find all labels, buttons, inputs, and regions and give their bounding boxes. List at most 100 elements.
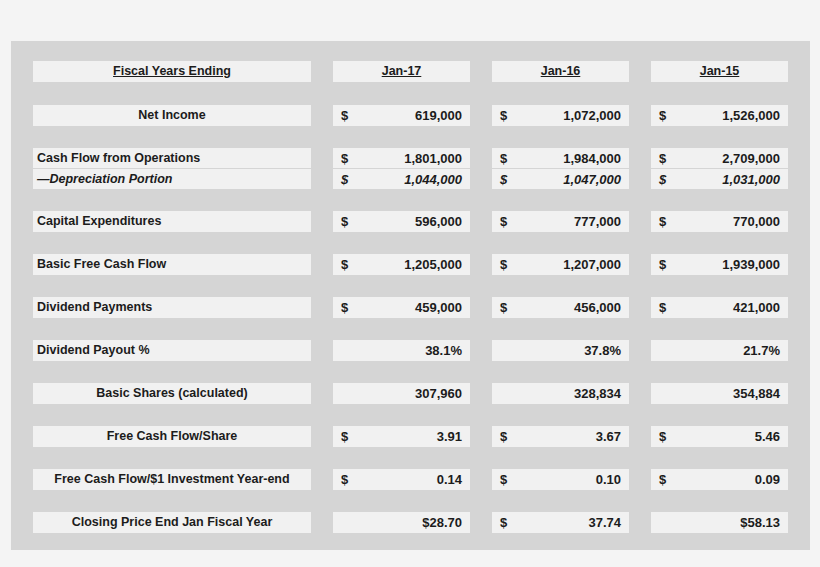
value-cell: $ 3.67 [492,426,629,447]
currency-symbol: $ [341,215,348,228]
value-cell: 38.1% [333,340,470,361]
header-label-cell: Fiscal Years Ending [33,61,311,82]
cell-value: 1,044,000 [404,173,462,186]
row-label: —Depreciation Portion [33,169,311,189]
value-cell: 21.7% [651,340,788,361]
cell-value: 1,984,000 [563,152,621,165]
cell-value: 307,960 [415,387,462,400]
value-cell: $ 5.46 [651,426,788,447]
column-header-text: Jan-15 [700,65,740,78]
row-label: Dividend Payout % [33,340,311,361]
table-row-dividend-payout-pct: Dividend Payout % 38.1% 37.8% 21.7% [33,340,788,361]
cell-value: 456,000 [574,301,621,314]
cell-value: 1,047,000 [563,173,621,186]
currency-symbol: $ [500,109,507,122]
value-cell: $ 596,000 [333,211,470,232]
currency-symbol: $ [659,258,666,271]
cell-value: 1,207,000 [563,258,621,271]
table-header-row: Fiscal Years Ending Jan-17 Jan-16 Jan-15 [33,61,788,82]
currency-symbol: $ [500,173,507,186]
currency-symbol: $ [659,473,666,486]
currency-symbol: $ [500,301,507,314]
value-cell: 37.8% [492,340,629,361]
row-label: Capital Expenditures [33,211,311,232]
column-header-jan-16: Jan-16 [492,61,629,82]
row-label: Cash Flow from Operations [33,148,311,168]
table-row-dividend-payments: Dividend Payments $ 459,000 $ 456,000 $ … [33,297,788,318]
value-cell: $ 1,072,000 [492,105,629,126]
currency-symbol: $ [659,109,666,122]
value-cell: $ 1,984,000 [492,148,629,168]
table-row-basic-free-cash-flow: Basic Free Cash Flow $ 1,205,000 $ 1,207… [33,254,788,275]
value-cell: $ 770,000 [651,211,788,232]
currency-symbol: $ [500,430,507,443]
table-row-net-income: Net Income $ 619,000 $ 1,072,000 $ 1,526… [33,105,788,126]
cell-value: 0.14 [437,473,462,486]
value-cell: $ 0.14 [333,469,470,490]
value-cell: $ 3.91 [333,426,470,447]
cell-value: 0.10 [596,473,621,486]
cell-value: 1,939,000 [722,258,780,271]
currency-symbol: $ [341,301,348,314]
value-cell: $ 1,801,000 [333,148,470,168]
table-row-capital-expenditures: Capital Expenditures $ 596,000 $ 777,000… [33,211,788,232]
value-cell: $ 2,709,000 [651,148,788,168]
value-cell: $ 1,047,000 [492,169,629,189]
currency-symbol: $ [500,152,507,165]
row-label: Free Cash Flow/Share [33,426,311,447]
cell-value: 354,884 [733,387,780,400]
cell-value: 1,072,000 [563,109,621,122]
cell-value: 38.1% [425,344,462,357]
value-cell: $ 0.10 [492,469,629,490]
currency-symbol: $ [659,215,666,228]
cell-value: 37.8% [584,344,621,357]
row-label: Basic Free Cash Flow [33,254,311,275]
row-label: Closing Price End Jan Fiscal Year [33,512,311,533]
cell-value: $58.13 [740,516,780,529]
cell-value: 2,709,000 [722,152,780,165]
column-header-jan-17: Jan-17 [333,61,470,82]
cell-value: 459,000 [415,301,462,314]
row-label: Net Income [33,105,311,126]
cell-value: 619,000 [415,109,462,122]
value-cell: $ 37.74 [492,512,629,533]
table-row-cash-flow-operations: Cash Flow from Operations $ 1,801,000 $ … [33,148,788,168]
currency-symbol: $ [341,173,348,186]
cell-value: 1,801,000 [404,152,462,165]
cell-value: $28.70 [422,516,462,529]
currency-symbol: $ [341,109,348,122]
currency-symbol: $ [500,258,507,271]
row-label: Free Cash Flow/$1 Investment Year-end [33,469,311,490]
cell-value: 3.67 [596,430,621,443]
currency-symbol: $ [341,258,348,271]
row-label: Dividend Payments [33,297,311,318]
column-header-jan-15: Jan-15 [651,61,788,82]
cell-value: 1,205,000 [404,258,462,271]
cell-value: 777,000 [574,215,621,228]
cell-value: 1,526,000 [722,109,780,122]
cell-value: 596,000 [415,215,462,228]
header-title: Fiscal Years Ending [113,65,231,78]
value-cell: $ 0.09 [651,469,788,490]
value-cell: $ 1,031,000 [651,169,788,189]
value-cell: $ 619,000 [333,105,470,126]
currency-symbol: $ [500,215,507,228]
currency-symbol: $ [500,516,507,529]
value-cell: $ 1,526,000 [651,105,788,126]
cell-value: 1,031,000 [722,173,780,186]
row-label: Basic Shares (calculated) [33,383,311,404]
value-cell: $ 456,000 [492,297,629,318]
cell-value: 3.91 [437,430,462,443]
value-cell: $ 777,000 [492,211,629,232]
value-cell: $ 1,939,000 [651,254,788,275]
currency-symbol: $ [659,301,666,314]
value-cell: $ 1,205,000 [333,254,470,275]
value-cell: $ 459,000 [333,297,470,318]
cell-value: 770,000 [733,215,780,228]
table-row-fcf-per-dollar-invested: Free Cash Flow/$1 Investment Year-end $ … [33,469,788,490]
currency-symbol: $ [341,473,348,486]
value-cell: $ 1,207,000 [492,254,629,275]
value-cell: 328,834 [492,383,629,404]
value-cell: $58.13 [651,512,788,533]
currency-symbol: $ [341,430,348,443]
